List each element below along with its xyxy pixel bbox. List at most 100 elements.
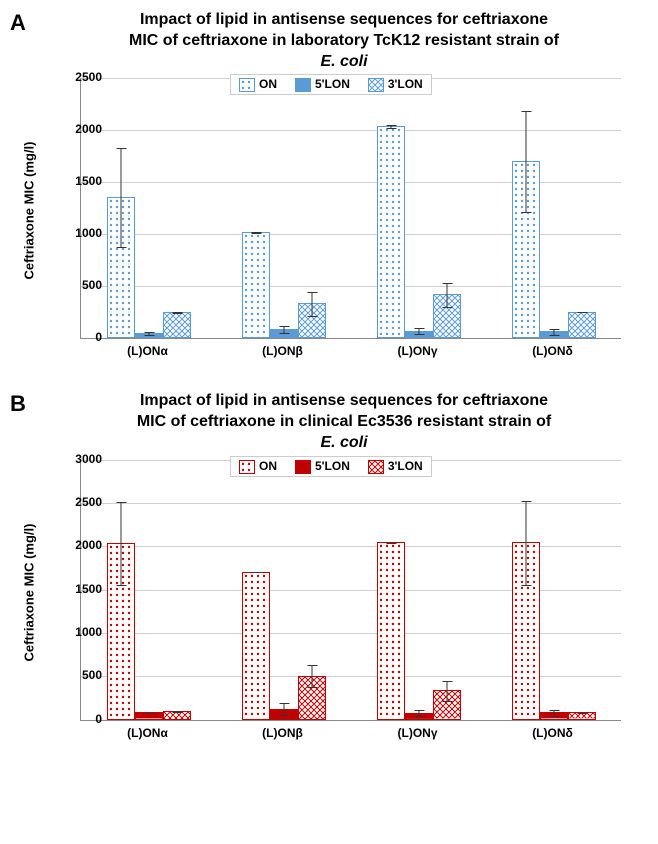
panel-b-title-2: MIC of ceftriaxone in clinical Ec3536 re… [40, 412, 648, 433]
legend-label: 5'LON [315, 77, 350, 91]
bar [377, 126, 405, 338]
error-bar [553, 329, 554, 336]
legend-label: 3'LON [388, 77, 423, 91]
legend-item: 5'LON [295, 77, 350, 92]
error-bar [390, 125, 391, 129]
panel-a-title-3: E. coli [40, 52, 648, 73]
error-bar [446, 681, 447, 703]
legend: ON 5'LON 3'LON [230, 456, 432, 477]
legend-item: ON [239, 459, 277, 474]
legend-swatch [295, 460, 311, 474]
bar [270, 329, 298, 338]
error-bar [390, 543, 391, 544]
x-tick-label: (L)ONα [80, 726, 215, 740]
legend-swatch [368, 460, 384, 474]
figure: A Impact of lipid in antisense sequences… [10, 10, 648, 755]
plot-area [80, 460, 621, 721]
bar-group [486, 78, 621, 338]
bar [512, 542, 540, 720]
legend-label: ON [259, 459, 277, 473]
bar-group [216, 460, 351, 720]
bar [163, 312, 191, 339]
bar [298, 303, 326, 338]
error-bar [581, 312, 582, 313]
bar [377, 542, 405, 720]
error-bar [283, 703, 284, 717]
bar-group [351, 78, 486, 338]
legend-swatch [295, 78, 311, 92]
panel-a-title-1: Impact of lipid in antisense sequences f… [40, 10, 648, 31]
error-bar [176, 711, 177, 713]
bars-row [81, 460, 621, 720]
panel-b-title-3: E. coli [40, 433, 648, 454]
bar [433, 294, 461, 338]
error-bar [255, 572, 256, 574]
x-tick-label: (L)ONβ [215, 726, 350, 740]
bar-group [81, 78, 216, 338]
panel-b-letter: B [10, 391, 40, 417]
legend-label: 5'LON [315, 459, 350, 473]
panel-b-title-block: Impact of lipid in antisense sequences f… [40, 391, 648, 453]
error-bar [120, 502, 121, 587]
chart-b: Ceftriaxone MIC (mg/l) 05001000150020002… [80, 460, 648, 755]
error-bar [418, 328, 419, 334]
x-tick-label: (L)ONγ [350, 726, 485, 740]
panel-a-title-2: MIC of ceftriaxone in laboratory TcK12 r… [40, 31, 648, 52]
bar [433, 690, 461, 719]
y-tick-label: 2000 [62, 538, 102, 552]
legend-swatch [368, 78, 384, 92]
bar [540, 331, 568, 338]
panel-a-letter: A [10, 10, 40, 36]
y-tick-label: 1500 [62, 582, 102, 596]
error-bar [176, 312, 177, 314]
error-bar [255, 232, 256, 234]
x-tick-label: (L)ONα [80, 344, 215, 358]
bar [512, 161, 540, 339]
error-bar [525, 501, 526, 586]
chart-a: Ceftriaxone MIC (mg/l) 05001000150020002… [80, 78, 648, 373]
x-tick-label: (L)ONδ [485, 726, 620, 740]
chart-b-y-label: Ceftriaxone MIC (mg/l) [21, 523, 36, 661]
bar [405, 713, 433, 720]
y-tick-label: 2000 [62, 122, 102, 136]
x-tick-label: (L)ONδ [485, 344, 620, 358]
bar [163, 711, 191, 720]
bar-group [216, 78, 351, 338]
bar [242, 232, 270, 338]
y-tick-label: 2500 [62, 495, 102, 509]
panel-b-title-1: Impact of lipid in antisense sequences f… [40, 391, 648, 412]
bar [107, 197, 135, 338]
legend-swatch [239, 460, 255, 474]
panel-a: A Impact of lipid in antisense sequences… [10, 10, 648, 373]
y-tick-label: 1000 [62, 625, 102, 639]
bar [242, 572, 270, 720]
panel-a-header: A Impact of lipid in antisense sequences… [10, 10, 648, 72]
panel-b: B Impact of lipid in antisense sequences… [10, 391, 648, 754]
error-bar [525, 111, 526, 213]
bar [298, 676, 326, 720]
chart-a-y-label: Ceftriaxone MIC (mg/l) [21, 142, 36, 280]
bar [405, 331, 433, 339]
x-tick-label: (L)ONβ [215, 344, 350, 358]
error-bar [553, 710, 554, 717]
error-bar [311, 292, 312, 317]
plot-area [80, 78, 621, 339]
bar [270, 709, 298, 720]
bar [540, 712, 568, 719]
error-bar [418, 710, 419, 717]
panel-b-header: B Impact of lipid in antisense sequences… [10, 391, 648, 453]
bar [568, 312, 596, 339]
bars-row [81, 78, 621, 338]
y-tick-label: 0 [62, 330, 102, 344]
legend-label: 3'LON [388, 459, 423, 473]
legend: ON 5'LON 3'LON [230, 74, 432, 95]
bar [107, 543, 135, 720]
y-tick-label: 1000 [62, 226, 102, 240]
bar [568, 712, 596, 719]
error-bar [581, 713, 582, 714]
y-tick-label: 2500 [62, 70, 102, 84]
error-bar [148, 713, 149, 714]
legend-label: ON [259, 77, 277, 91]
legend-item: 3'LON [368, 77, 423, 92]
error-bar [311, 665, 312, 688]
